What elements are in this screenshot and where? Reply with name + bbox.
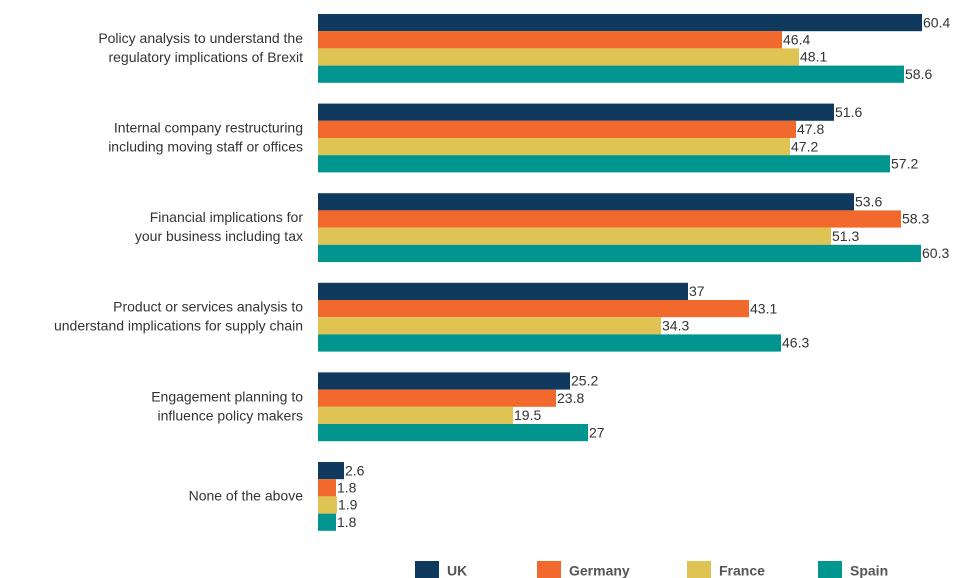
value-label: 19.5 [514,407,541,423]
bar [318,424,588,442]
legend-label: UK [447,563,467,578]
bar [318,496,337,514]
bar [318,120,796,138]
legend-label: Spain [850,563,888,578]
value-label: 51.6 [835,104,862,120]
category-label: Internal company restructuring including … [108,119,303,154]
legend-swatch [818,561,842,578]
bar [318,389,556,407]
bar [318,479,336,497]
value-label: 25.2 [571,373,598,389]
bar [318,334,781,352]
value-label: 46.3 [782,335,809,351]
bar [318,14,922,32]
value-label: 58.3 [902,211,929,227]
value-label: 51.3 [832,228,859,244]
bar [318,31,782,49]
bar [318,210,901,228]
bar [318,372,570,390]
value-label: 43.1 [750,300,777,316]
value-label: 60.4 [923,14,950,30]
legend-swatch [537,561,561,578]
legend-label: Germany [569,563,630,578]
bar [318,282,688,300]
legend-swatch [415,561,439,578]
bar [318,244,921,262]
value-label: 57.2 [891,156,918,172]
value-label: 58.6 [905,66,932,82]
value-label: 1.8 [337,514,357,530]
bar [318,317,661,335]
value-label: 23.8 [557,390,584,406]
value-label: 47.8 [797,121,824,137]
category-label: Policy analysis to understand the regulat… [98,30,303,65]
category-label: Engagement planning to influence policy m… [151,388,303,423]
value-label: 1.9 [338,497,358,513]
bar [318,65,904,83]
value-label: 34.3 [662,318,689,334]
bar [318,406,513,424]
bar [318,48,799,66]
value-label: 27 [589,424,605,440]
bar [318,300,749,318]
legend-swatch [687,561,711,578]
bar [318,155,890,173]
bar [318,462,344,480]
bar [318,227,831,245]
value-label: 53.6 [855,194,882,210]
value-label: 47.2 [791,138,818,154]
value-label: 2.6 [345,462,365,478]
legend-label: France [719,563,765,578]
bar [318,513,336,531]
category-label: None of the above [189,487,304,503]
value-label: 37 [689,283,705,299]
bar [318,138,790,156]
value-label: 46.4 [783,32,810,48]
bar [318,103,834,121]
value-label: 1.8 [337,480,357,496]
value-label: 48.1 [800,49,827,65]
value-label: 60.3 [922,245,949,261]
category-label: Product or services analysis to understan… [54,298,303,333]
category-label: Financial implications for your business … [135,209,303,244]
bar [318,193,854,211]
